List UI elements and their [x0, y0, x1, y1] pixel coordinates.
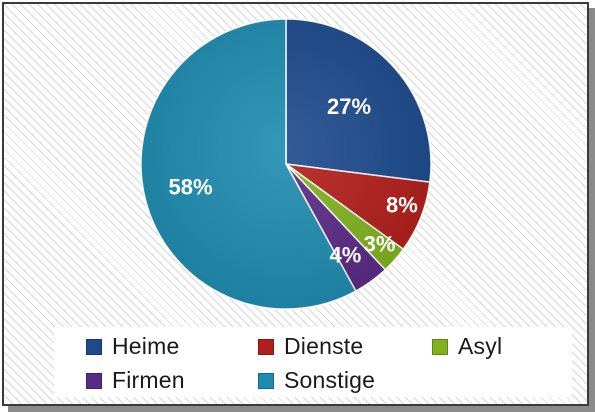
legend-label-heime: Heime [112, 333, 180, 359]
legend-item-heime: Heime [86, 333, 179, 360]
data-label-dienste: 8% [386, 193, 418, 218]
legend-item-sonstige: Sonstige [258, 367, 375, 394]
legend-label-firmen: Firmen [112, 367, 185, 393]
chart-frame: 27% 8% 3% 4% 58% Heime Dienste Asyl Firmen S… [2, 2, 589, 406]
legend-label-asyl: Asyl [458, 333, 503, 359]
legend-swatch-dienste [258, 338, 274, 355]
legend-item-firmen: Firmen [86, 367, 185, 394]
legend-item-asyl: Asyl [432, 333, 502, 360]
legend-swatch-firmen [86, 372, 102, 389]
data-label-asyl: 3% [364, 232, 396, 257]
legend-swatch-sonstige [258, 372, 274, 389]
data-label-sonstige: 58% [168, 174, 212, 199]
legend-item-dienste: Dienste [258, 333, 363, 360]
legend-swatch-heime [86, 338, 102, 355]
legend-label-dienste: Dienste [284, 333, 364, 359]
data-label-heime: 27% [327, 94, 371, 119]
data-label-firmen: 4% [329, 242, 361, 267]
legend-swatch-asyl [432, 338, 448, 355]
legend: Heime Dienste Asyl Firmen Sonstige [54, 327, 572, 397]
legend-label-sonstige: Sonstige [284, 367, 376, 393]
